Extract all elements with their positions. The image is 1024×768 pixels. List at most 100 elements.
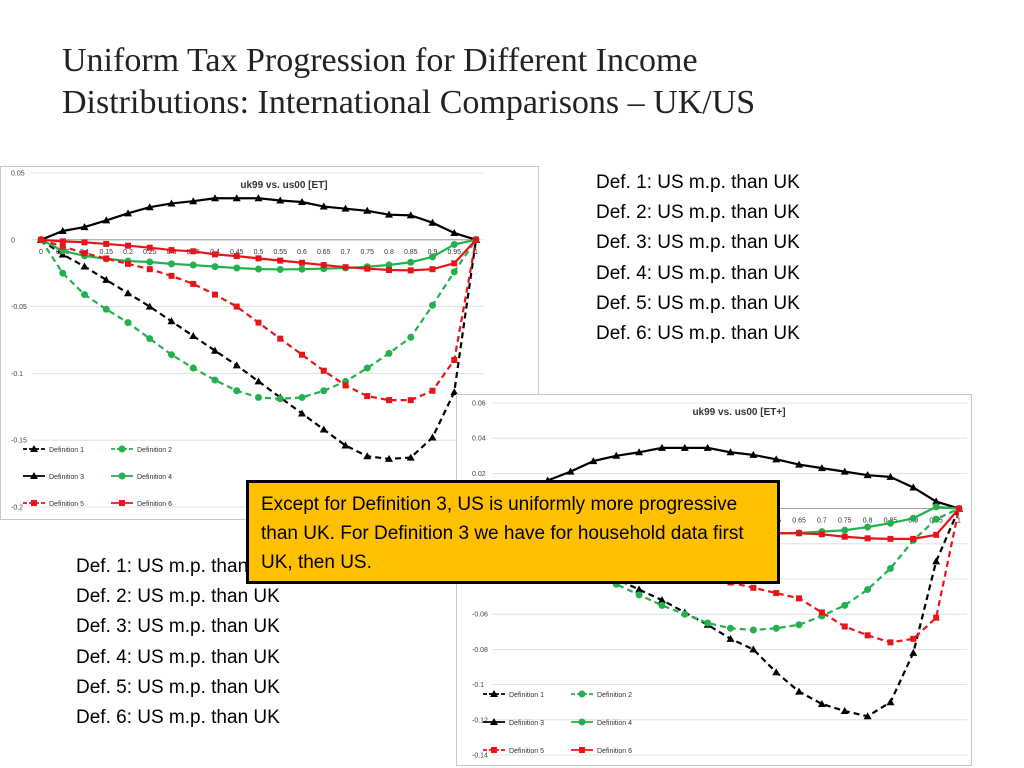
data-point: [168, 247, 175, 254]
data-point: [933, 531, 940, 538]
data-point: [863, 712, 872, 720]
x-tick-label: 0.85: [404, 249, 418, 256]
data-point: [473, 236, 479, 243]
data-point: [276, 265, 284, 273]
data-point: [212, 251, 218, 258]
chart-title: uk99 vs. us00 [ET+]: [692, 407, 785, 418]
data-point: [364, 393, 371, 400]
data-point: [386, 397, 392, 404]
data-point: [254, 377, 263, 385]
data-point: [635, 591, 643, 599]
legend-marker: [490, 718, 498, 725]
data-point: [841, 533, 848, 540]
slide-title-line-2: Distributions: International Comparisons…: [62, 84, 756, 121]
data-point: [212, 291, 218, 298]
data-point: [190, 248, 197, 255]
y-tick-label: -0.1: [11, 371, 23, 378]
data-point: [255, 265, 262, 273]
chart-title: uk99 vs. us00 [ET]: [240, 180, 327, 191]
data-point: [841, 601, 849, 609]
data-point: [680, 443, 689, 451]
legend-label: Definition 3: [49, 474, 84, 481]
legend-item: Definition 4: [111, 472, 172, 481]
legend-item: Definition 1: [23, 445, 84, 454]
data-point: [146, 244, 153, 251]
legend-label: Definition 3: [509, 720, 544, 727]
data-point: [211, 263, 219, 271]
data-point: [385, 261, 393, 269]
data-point: [299, 351, 305, 358]
data-point: [864, 632, 871, 639]
callout-box: Except for Definition 3, US is uniformly…: [246, 480, 780, 584]
x-tick-label: 0.7: [817, 518, 827, 525]
y-tick-label: 0: [11, 237, 15, 244]
x-tick-label: 0.95: [447, 249, 461, 256]
data-point: [232, 194, 241, 202]
data-point: [450, 388, 459, 396]
legend-item: Definition 5: [23, 500, 84, 508]
data-point: [189, 364, 197, 372]
legend-marker: [578, 690, 586, 698]
series-definition-6: [38, 236, 479, 274]
data-point: [864, 586, 872, 594]
data-point: [298, 265, 306, 273]
data-point: [320, 387, 328, 395]
data-point: [450, 240, 458, 248]
data-point: [932, 497, 941, 505]
x-tick-label: 0.25: [143, 249, 157, 256]
data-point: [385, 454, 393, 462]
data-point: [277, 335, 284, 342]
legend-item: Definition 6: [571, 747, 632, 755]
data-point: [429, 301, 436, 309]
data-point: [102, 216, 111, 224]
data-point: [863, 471, 872, 479]
data-point: [451, 260, 458, 267]
right-definition-list: Def. 1: US m.p. than UK Def. 2: US m.p. …: [596, 168, 800, 349]
data-point: [233, 264, 241, 272]
data-point: [189, 197, 198, 205]
y-tick-label: -0.1: [472, 682, 484, 689]
data-point: [167, 317, 176, 325]
data-point: [189, 261, 197, 269]
x-tick-label: 0.65: [792, 518, 806, 525]
data-point: [342, 382, 349, 389]
data-point: [450, 228, 459, 236]
data-point: [657, 596, 666, 604]
legend-label: Definition 5: [49, 501, 84, 508]
y-tick-label: 0.02: [472, 471, 486, 478]
list-item: Def. 1: US m.p. than UK: [76, 556, 280, 577]
data-point: [342, 264, 349, 271]
data-point: [386, 266, 392, 273]
list-item: Def. 2: US m.p. than UK: [76, 586, 280, 608]
y-tick-label: 0.04: [472, 436, 486, 443]
legend-label: Definition 6: [137, 501, 172, 508]
list-item: Def. 4: US m.p. than UK: [76, 646, 280, 668]
data-point: [59, 269, 67, 277]
x-tick-label: 1: [957, 518, 961, 525]
legend-marker: [491, 747, 497, 753]
chart-et: 0.050-0.05-0.1-0.15-0.200.050.10.150.20.…: [0, 166, 539, 520]
data-point: [910, 535, 917, 542]
legend-label: Definition 2: [137, 447, 172, 454]
chart-svg: 0.050-0.05-0.1-0.15-0.200.050.10.150.20.…: [11, 171, 484, 512]
data-point: [909, 483, 918, 491]
data-point: [145, 203, 154, 211]
legend-item: Definition 2: [111, 445, 172, 454]
x-tick-label: 0.2: [123, 249, 133, 256]
data-point: [795, 687, 804, 695]
data-point: [429, 253, 436, 261]
data-point: [451, 357, 458, 364]
data-point: [276, 395, 284, 403]
data-point: [726, 448, 735, 456]
data-point: [319, 202, 328, 210]
list-item: Def. 3: US m.p. than UK: [596, 232, 800, 254]
data-point: [406, 453, 415, 461]
data-point: [146, 335, 154, 343]
x-tick-label: 0.15: [99, 249, 113, 256]
legend-marker: [490, 690, 498, 697]
data-point: [612, 451, 621, 459]
data-point: [887, 639, 894, 646]
data-point: [102, 275, 111, 283]
data-point: [772, 455, 781, 463]
x-tick-label: 0.8: [863, 518, 873, 525]
